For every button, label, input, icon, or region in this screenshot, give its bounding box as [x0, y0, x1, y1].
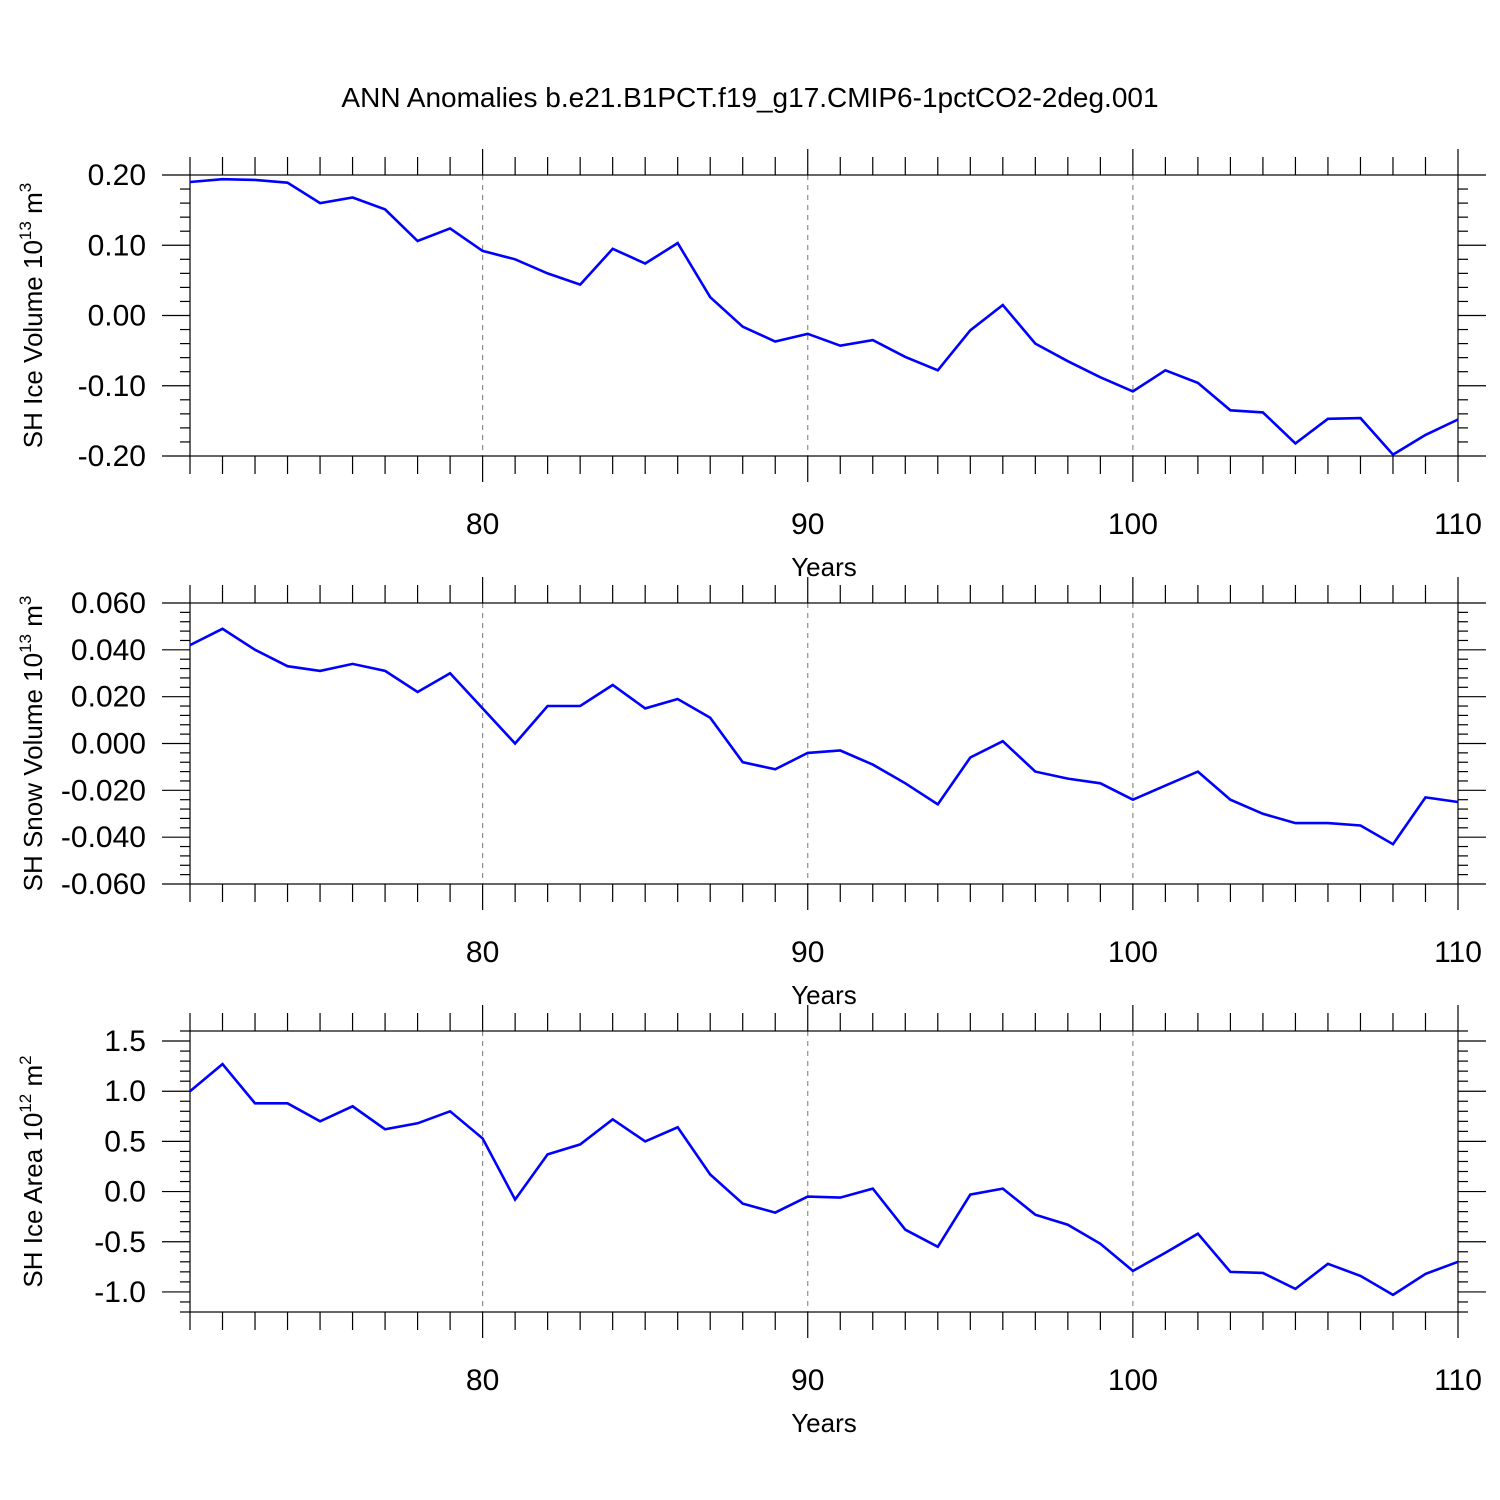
y-axis-label-unit-exponent: 2 — [16, 1055, 35, 1064]
y-axis-label: SH Snow Volume 1013 m3 — [16, 596, 48, 892]
x-tick-label: 80 — [466, 936, 499, 969]
series-line — [189, 627, 1459, 846]
y-tick-label: 0.5 — [104, 1125, 146, 1158]
plot-frame — [189, 602, 1459, 885]
x-tick-label: 90 — [791, 508, 824, 541]
y-tick-label: 1.0 — [104, 1075, 146, 1108]
y-tick-label: -1.0 — [94, 1276, 146, 1309]
y-axis-label-exponent: 13 — [16, 634, 35, 653]
y-axis-label-main: SH Ice Volume 10 — [18, 240, 48, 448]
chart-panel-2: 80 90 100 110 -0.060 -0.040 -0.020 0.000 0.020 0.… — [16, 577, 1486, 1010]
y-axis-label-exponent: 13 — [16, 221, 35, 240]
y-tick-label: -0.040 — [61, 821, 146, 854]
y-tick-label: -0.5 — [94, 1226, 146, 1259]
y-axis-label-unit-exponent: 3 — [16, 596, 35, 605]
x-tick-label: 100 — [1108, 508, 1158, 541]
y-tick-label: -0.10 — [78, 370, 146, 403]
x-tick-label: 80 — [466, 1364, 499, 1397]
x-tick-label: 90 — [791, 1364, 824, 1397]
x-tick-label: 110 — [1434, 1364, 1482, 1397]
y-axis-label-unit: m — [18, 605, 48, 634]
x-tick-label: 80 — [466, 508, 499, 541]
plot-frame — [189, 174, 1459, 457]
plot-frame — [189, 1030, 1459, 1313]
y-tick-label: 0.060 — [71, 587, 146, 620]
y-tick-label: -0.060 — [61, 868, 146, 901]
y-axis-label-unit-exponent: 3 — [16, 183, 35, 192]
y-axis-label-main: SH Snow Volume 10 — [18, 653, 48, 891]
x-tick-label: 100 — [1108, 1364, 1158, 1397]
series-line — [189, 177, 1459, 457]
x-tick-label: 110 — [1434, 508, 1482, 541]
y-axis-label-exponent: 12 — [16, 1094, 35, 1113]
chart-panel-3: 80 90 100 110 -1.0 -0.5 0.0 0.5 1.0 1.5 Years SH Ic… — [16, 1005, 1486, 1438]
y-axis-label: SH Ice Area 1012 m2 — [16, 1055, 48, 1287]
x-axis-label: Years — [791, 980, 857, 1010]
y-axis-label-unit: m — [18, 192, 48, 221]
series-line — [189, 1062, 1459, 1297]
y-tick-label: 0.00 — [88, 300, 146, 333]
page-title: ANN Anomalies b.e21.B1PCT.f19_g17.CMIP6-… — [341, 82, 1159, 113]
chart-panel-1: 80 90 100 110 -0.20 -0.10 0.00 0.10 0.20 Years SH … — [16, 149, 1486, 582]
y-tick-label: -0.20 — [78, 440, 146, 473]
x-tick-label: 90 — [791, 936, 824, 969]
y-tick-label: 0.040 — [71, 634, 146, 667]
y-tick-label: 0.0 — [104, 1176, 146, 1209]
x-axis-label: Years — [791, 1408, 857, 1438]
y-tick-label: 0.000 — [71, 728, 146, 761]
y-tick-label: 0.10 — [88, 229, 146, 262]
x-tick-label: 110 — [1434, 936, 1482, 969]
y-axis-label-main: SH Ice Area 10 — [18, 1113, 48, 1288]
x-tick-label: 100 — [1108, 936, 1158, 969]
y-axis-label: SH Ice Volume 1013 m3 — [16, 183, 48, 448]
y-tick-label: 1.5 — [104, 1025, 146, 1058]
y-tick-label: -0.020 — [61, 774, 146, 807]
y-tick-label: 0.020 — [71, 681, 146, 714]
y-tick-label: 0.20 — [88, 159, 146, 192]
y-axis-label-unit: m — [18, 1065, 48, 1094]
x-axis-label: Years — [791, 552, 857, 582]
